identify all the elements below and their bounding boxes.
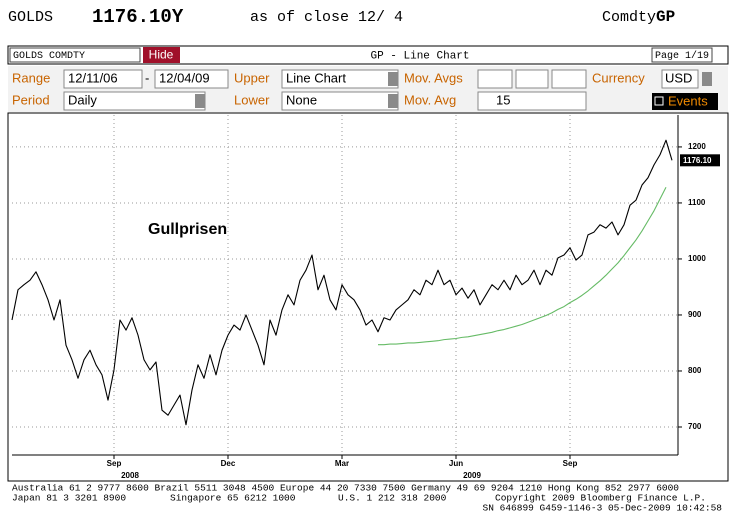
dropdown[interactable] <box>702 72 712 86</box>
chart: Gullprisen 700 800 900 1000 1100 1200 Sep 2008 D… <box>11 115 720 480</box>
x-tick-label: Dec <box>221 459 236 468</box>
dropdown[interactable] <box>388 94 398 108</box>
currency[interactable]: USD <box>665 70 692 85</box>
hide-label[interactable]: Hide <box>149 48 174 62</box>
events-button[interactable] <box>652 93 718 110</box>
price: 1176.10Y <box>92 6 184 28</box>
x-tick-label: Mar <box>335 459 349 468</box>
footer-singapore: Singapore 65 6212 1000 <box>170 493 296 504</box>
end-field[interactable] <box>154 69 229 89</box>
footer-line: Australia 61 2 9777 8600 Brazil 5511 304… <box>12 483 679 494</box>
x-tick-label: Sep <box>107 459 122 468</box>
page-box <box>651 47 713 63</box>
year-label: 2009 <box>463 471 481 480</box>
footer-serial: SN 646899 G459-1146-3 05-Dec-2009 10:42:… <box>483 503 723 514</box>
y-tick-label: 700 <box>688 422 702 431</box>
period-label: Period <box>12 92 50 107</box>
currency-field[interactable] <box>661 69 699 89</box>
dropdown[interactable] <box>388 72 398 86</box>
footer-japan: Japan 81 3 3201 8900 <box>12 493 126 504</box>
upper[interactable]: Line Chart <box>286 70 346 85</box>
annotation: Gullprisen <box>148 221 227 238</box>
as-of: as of close 12/ 4 <box>250 9 403 26</box>
x-tick-label: Jun <box>449 459 463 468</box>
dropdown[interactable] <box>195 94 205 108</box>
y-tick-label: 1000 <box>688 254 706 263</box>
upper-label: Upper <box>234 70 270 85</box>
mov-avgs-label: Mov. Avgs <box>404 70 463 85</box>
last-value-label: 1176.10 <box>683 156 712 165</box>
footer-us: U.S. 1 212 318 2000 <box>338 493 447 504</box>
chart-frame <box>7 112 729 482</box>
y-tick-label: 1200 <box>688 142 706 151</box>
mov-avg-field[interactable] <box>515 69 549 89</box>
ticker: GOLDS <box>8 9 53 26</box>
y-tick-label: 800 <box>688 366 702 375</box>
toolbar-title: GP - Line Chart <box>370 50 469 62</box>
footer-copyright: Copyright 2009 Bloomberg Finance L.P. <box>495 493 706 504</box>
range-dash: - <box>145 70 149 85</box>
start-field[interactable] <box>63 69 143 89</box>
hide-button[interactable] <box>143 47 180 63</box>
start[interactable]: 12/11/06 <box>68 70 118 85</box>
x-tick-label: Sep <box>563 459 578 468</box>
lower[interactable]: None <box>286 92 317 107</box>
mov-avg[interactable]: 15 <box>496 92 510 107</box>
function: GP <box>656 8 675 26</box>
last-value-box <box>680 154 720 167</box>
mov-avg-field[interactable] <box>551 69 587 89</box>
y-tick-label: 900 <box>688 310 702 319</box>
events-label[interactable]: Events <box>668 93 708 108</box>
year-label: 2008 <box>121 471 139 480</box>
line <box>11 139 673 426</box>
end[interactable]: 12/04/09 <box>159 70 210 85</box>
lower-label: Lower <box>234 92 270 107</box>
page-number: Page 1/19 <box>655 50 709 62</box>
toolbar <box>7 45 729 65</box>
mov-avg-field[interactable] <box>477 69 513 89</box>
events-checkbox[interactable] <box>654 96 664 106</box>
security: GOLDS COMDTY <box>13 51 85 62</box>
mov-avg-label: Mov. Avg <box>404 92 456 107</box>
mov-avg-field[interactable] <box>477 91 587 111</box>
period[interactable]: Daily <box>68 92 97 107</box>
currency-label: Currency <box>592 70 645 85</box>
range-label: Range <box>12 70 50 85</box>
line <box>378 187 667 346</box>
security-box <box>9 47 141 63</box>
y-tick-label: 1100 <box>688 198 706 207</box>
market: Comdty <box>602 9 656 26</box>
